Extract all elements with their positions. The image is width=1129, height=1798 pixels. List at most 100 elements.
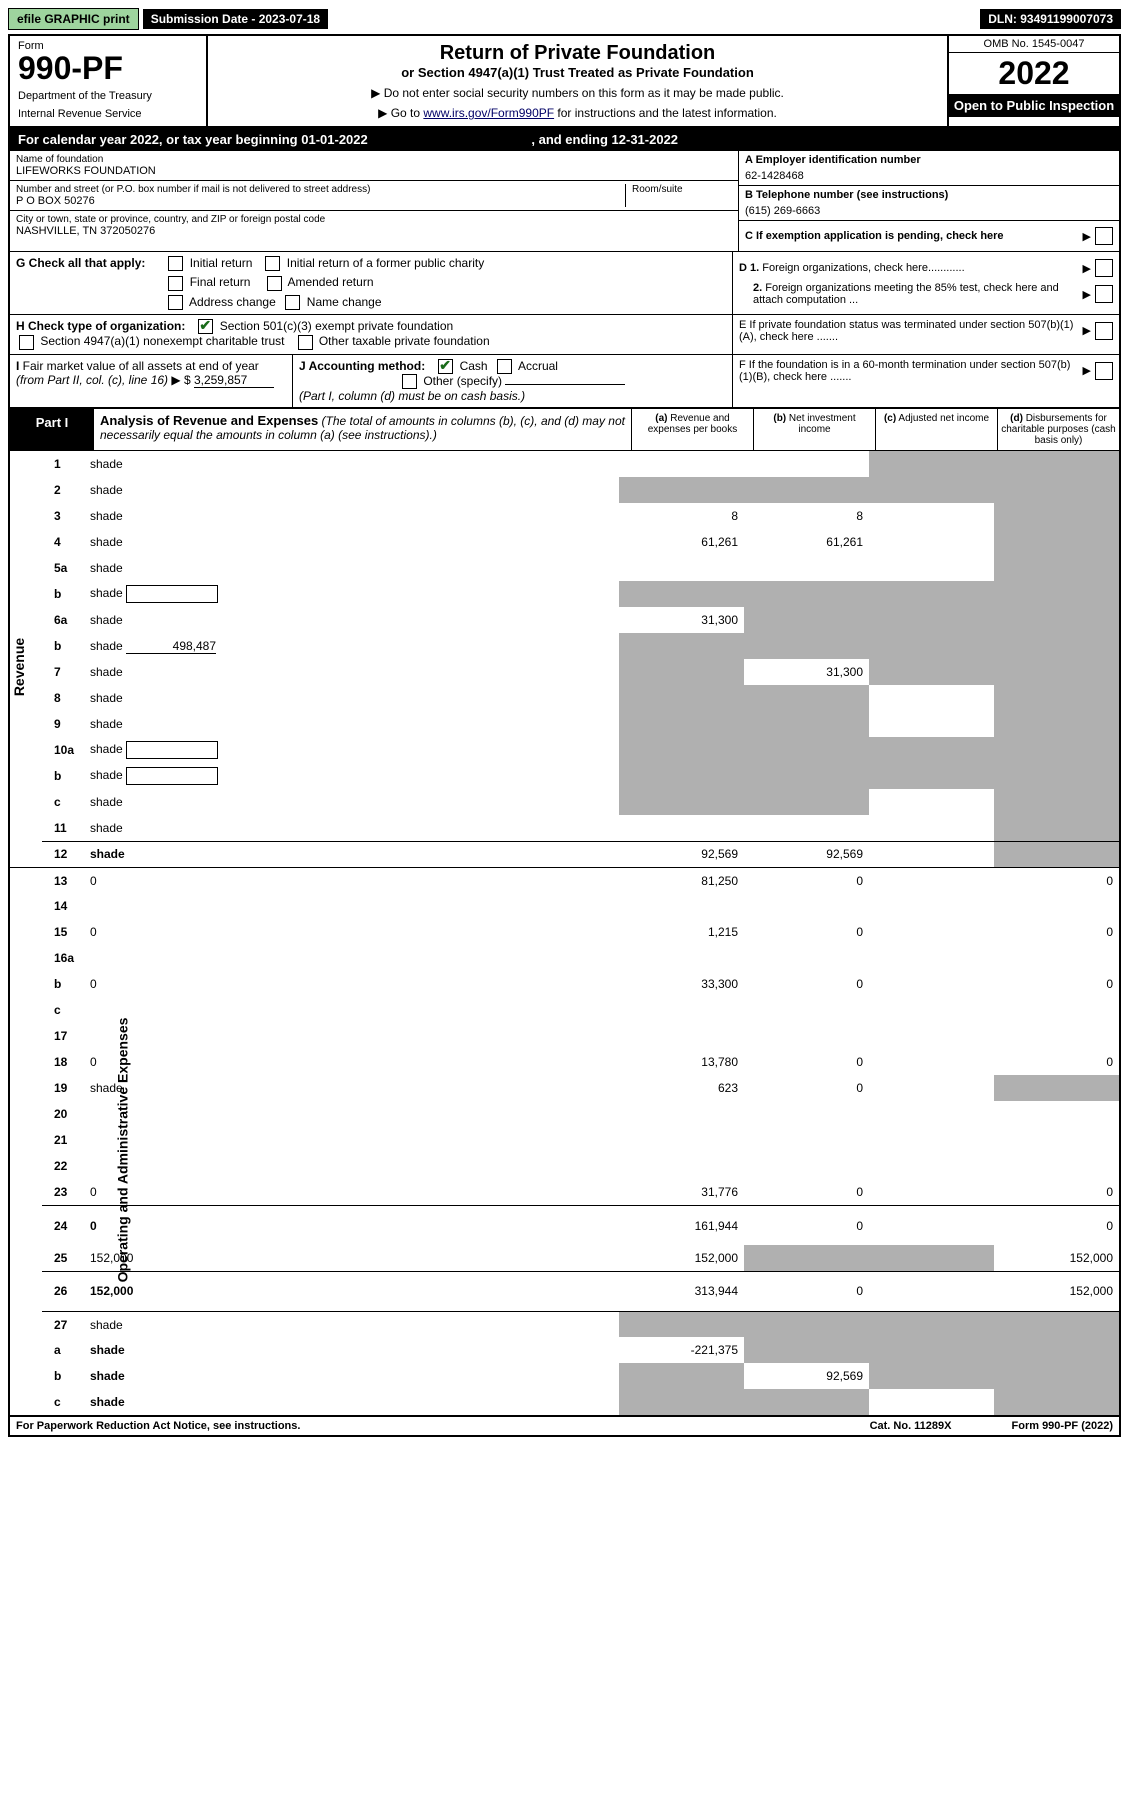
foundation-name: LIFEWORKS FOUNDATION (16, 165, 732, 177)
line-number: 15 (42, 919, 86, 945)
line-number: 26 (42, 1271, 86, 1311)
line-number: 8 (42, 685, 86, 711)
value-col-d: 0 (994, 1179, 1119, 1205)
form990pf-link[interactable]: www.irs.gov/Form990PF (423, 106, 554, 120)
line-number: 17 (42, 1023, 86, 1049)
h-other-checkbox[interactable] (298, 335, 313, 350)
table-row: 11shade (10, 815, 1119, 841)
j-cash-checkbox[interactable] (438, 359, 453, 374)
value-col-c (869, 451, 994, 477)
line-number: b (42, 633, 86, 659)
value-col-d (994, 633, 1119, 659)
j-accrual: Accrual (518, 359, 558, 373)
e-checkbox[interactable] (1095, 322, 1113, 340)
table-row: 240161,94400 (10, 1205, 1119, 1245)
table-row: 16a (10, 945, 1119, 971)
value-col-c (869, 971, 994, 997)
table-row: 21 (10, 1127, 1119, 1153)
table-row: ashade-221,375 (10, 1337, 1119, 1363)
value-col-d (994, 841, 1119, 867)
table-row: Operating and Administrative Expenses130… (10, 867, 1119, 893)
value-col-c (869, 1101, 994, 1127)
line-desc: shade 498,487 (86, 633, 619, 659)
f-checkbox[interactable] (1095, 362, 1113, 380)
value-col-a (619, 1153, 744, 1179)
value-col-b (744, 711, 869, 737)
value-col-b (744, 1337, 869, 1363)
j-other: Other (specify) (423, 374, 502, 388)
city-label: City or town, state or province, country… (16, 214, 732, 225)
part1-header: Part I Analysis of Revenue and Expenses … (10, 409, 1119, 451)
col-b-head: (b) Net investment income (754, 409, 876, 450)
value-col-d (994, 503, 1119, 529)
c-exemption: C If exemption application is pending, c… (739, 221, 1119, 251)
g-final-checkbox[interactable] (168, 276, 183, 291)
value-col-d (994, 945, 1119, 971)
table-row: cshade (10, 789, 1119, 815)
c-checkbox[interactable] (1095, 227, 1113, 245)
form-number: 990-PF (18, 52, 198, 84)
table-row: 14 (10, 893, 1119, 919)
table-row: 1501,21500 (10, 919, 1119, 945)
value-col-d (994, 581, 1119, 607)
line-desc: shade (86, 711, 619, 737)
value-col-b: 92,569 (744, 841, 869, 867)
line-number: 20 (42, 1101, 86, 1127)
header-left: Form 990-PF Department of the Treasury I… (10, 36, 208, 126)
table-row: 2shade (10, 477, 1119, 503)
value-col-c (869, 1271, 994, 1311)
value-col-c (869, 763, 994, 789)
line-desc: shade (86, 1337, 619, 1363)
d1-checkbox[interactable] (1095, 259, 1113, 277)
d2-checkbox[interactable] (1095, 285, 1113, 303)
value-col-b: 0 (744, 971, 869, 997)
line-desc: shade (86, 477, 619, 503)
open-to-public: Open to Public Inspection (949, 94, 1119, 117)
section-g-d: G Check all that apply: Initial return I… (10, 252, 1119, 315)
line-number: 7 (42, 659, 86, 685)
value-col-d (994, 893, 1119, 919)
value-col-c (869, 659, 994, 685)
value-col-b (744, 1023, 869, 1049)
table-row: 10ashade (10, 737, 1119, 763)
line-number: 6a (42, 607, 86, 633)
line-number: 11 (42, 815, 86, 841)
value-col-a: 152,000 (619, 1245, 744, 1271)
value-col-a: 92,569 (619, 841, 744, 867)
table-row: 6ashade31,300 (10, 607, 1119, 633)
value-col-d: 0 (994, 867, 1119, 893)
value-col-b (744, 763, 869, 789)
form-990pf: Form 990-PF Department of the Treasury I… (8, 34, 1121, 1437)
h-501c3-checkbox[interactable] (198, 319, 213, 334)
value-col-d (994, 1311, 1119, 1337)
g-name-checkbox[interactable] (285, 295, 300, 310)
line-number: 9 (42, 711, 86, 737)
line-desc: 0 (86, 971, 619, 997)
value-col-c (869, 1311, 994, 1337)
g-opt-initial-former: Initial return of a former public charit… (287, 256, 484, 270)
tax-year: 2022 (949, 53, 1119, 94)
j-accrual-checkbox[interactable] (497, 359, 512, 374)
value-col-d (994, 789, 1119, 815)
j-other-checkbox[interactable] (402, 374, 417, 389)
section-e: E If private foundation status was termi… (732, 315, 1119, 354)
g-address-checkbox[interactable] (168, 295, 183, 310)
value-col-b (744, 1101, 869, 1127)
h-4947-checkbox[interactable] (19, 335, 34, 350)
value-col-a (619, 685, 744, 711)
value-col-c (869, 503, 994, 529)
value-col-d (994, 1023, 1119, 1049)
g-amended-checkbox[interactable] (267, 276, 282, 291)
efile-print-button[interactable]: efile GRAPHIC print (8, 8, 139, 30)
line-desc: shade (86, 737, 619, 763)
table-row: cshade (10, 1389, 1119, 1415)
value-col-b: 0 (744, 867, 869, 893)
footer-cat: Cat. No. 11289X (870, 1420, 952, 1432)
section-g: G Check all that apply: Initial return I… (10, 252, 732, 314)
value-col-d (994, 685, 1119, 711)
g-initial-former-checkbox[interactable] (265, 256, 280, 271)
value-col-b: 31,300 (744, 659, 869, 685)
footer-right: Form 990-PF (2022) (1012, 1420, 1114, 1432)
g-initial-checkbox[interactable] (168, 256, 183, 271)
value-col-d: 152,000 (994, 1271, 1119, 1311)
